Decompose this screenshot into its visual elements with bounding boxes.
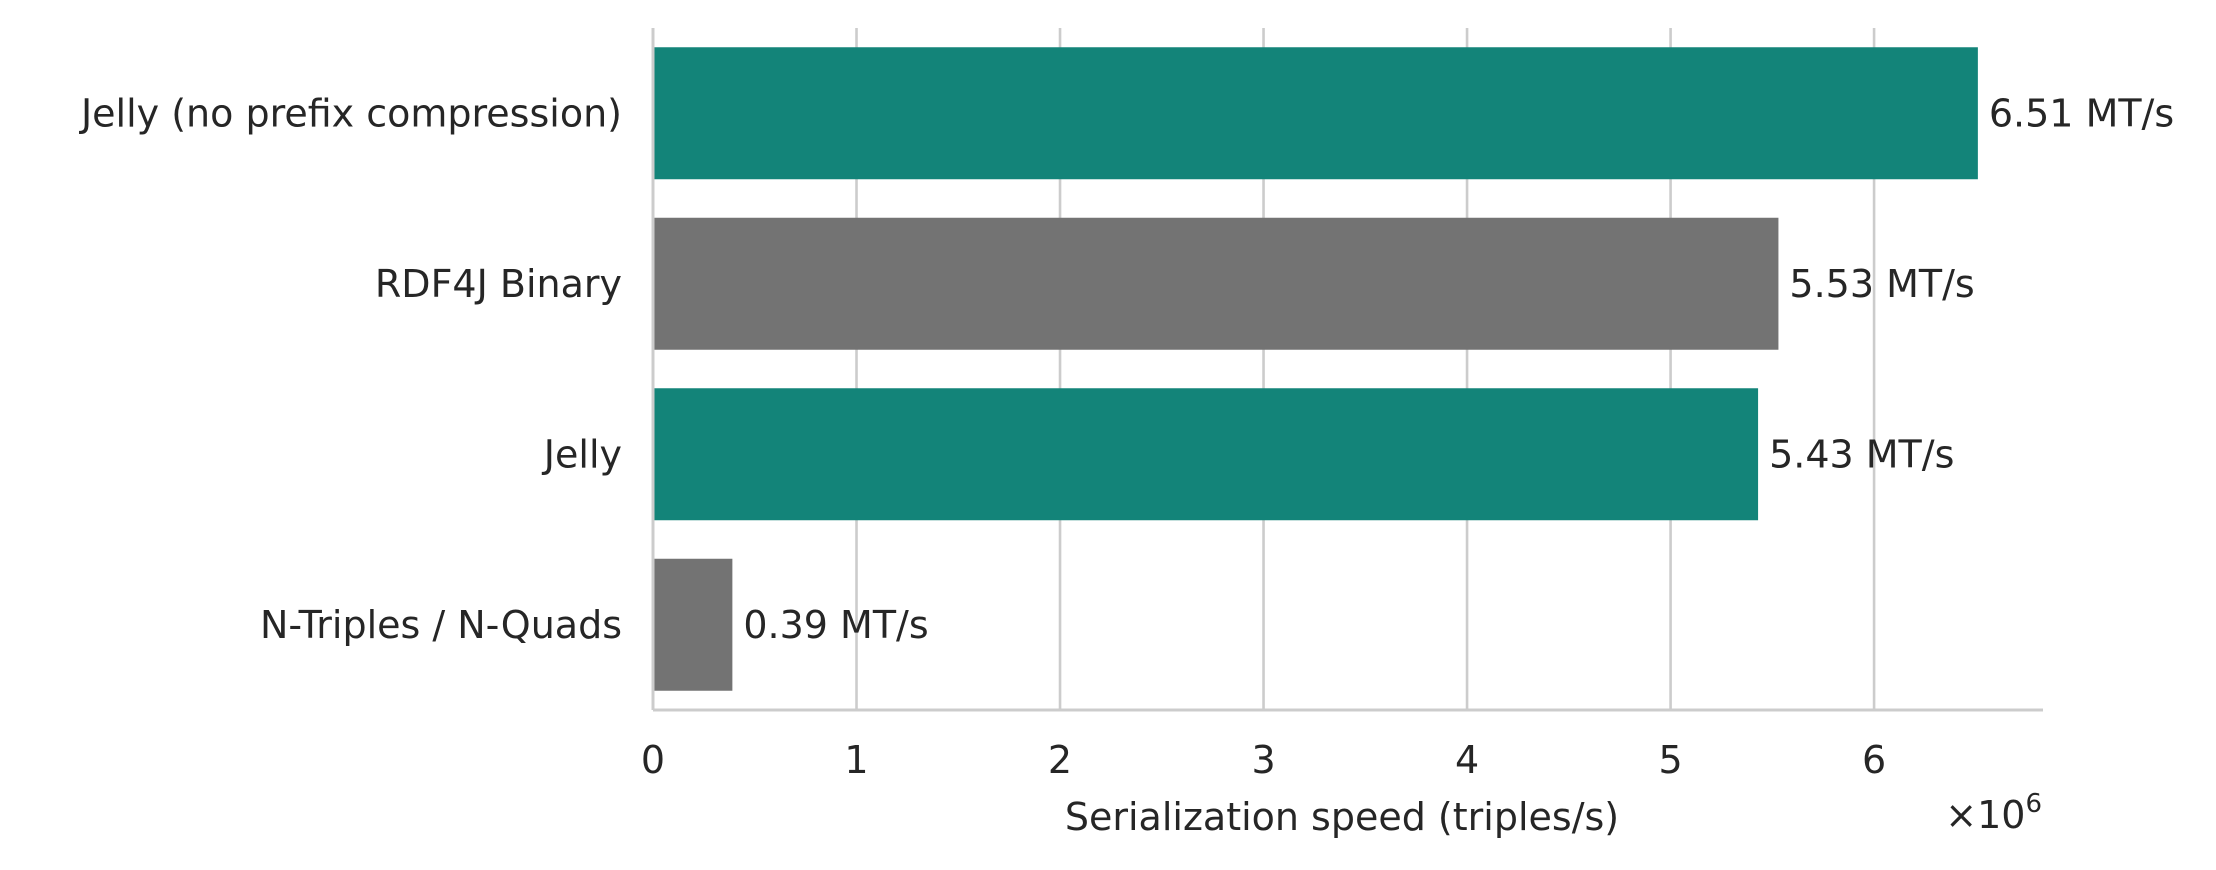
bars <box>653 47 1978 691</box>
data-labels: 6.51 MT/s 5.53 MT/s 5.43 MT/s 0.39 MT/s <box>743 91 2174 647</box>
data-label: 0.39 MT/s <box>743 603 928 647</box>
category-labels: Jelly (no prefix compression) RDF4J Binar… <box>79 91 622 647</box>
category-label: N-Triples / N-Quads <box>260 603 622 647</box>
bar <box>653 217 1779 350</box>
data-label: 6.51 MT/s <box>1989 91 2174 135</box>
x-axis-exponent-base: ×10 <box>1945 793 2025 837</box>
category-label: RDF4J Binary <box>375 262 622 306</box>
x-axis-title: Serialization speed (triples/s) <box>1065 795 1619 839</box>
data-label: 5.43 MT/s <box>1769 432 1954 476</box>
data-label: 5.53 MT/s <box>1789 262 1974 306</box>
bar <box>653 47 1978 180</box>
x-tick-labels: 0 1 2 3 4 5 6 <box>641 738 1886 782</box>
x-tick-label: 3 <box>1251 738 1275 782</box>
x-tick-label: 5 <box>1658 738 1682 782</box>
x-tick-label: 4 <box>1455 738 1479 782</box>
axes <box>651 28 2043 712</box>
bar <box>653 388 1759 521</box>
category-label: Jelly (no prefix compression) <box>79 91 622 135</box>
x-axis-exponent: ×106 <box>1945 789 2042 837</box>
x-tick-label: 2 <box>1048 738 1072 782</box>
category-label: Jelly <box>542 432 622 476</box>
x-tick-label: 1 <box>844 738 868 782</box>
x-tick-label: 0 <box>641 738 665 782</box>
x-axis-exponent-power: 6 <box>2025 789 2042 819</box>
bar <box>653 558 733 691</box>
x-tick-label: 6 <box>1862 738 1886 782</box>
